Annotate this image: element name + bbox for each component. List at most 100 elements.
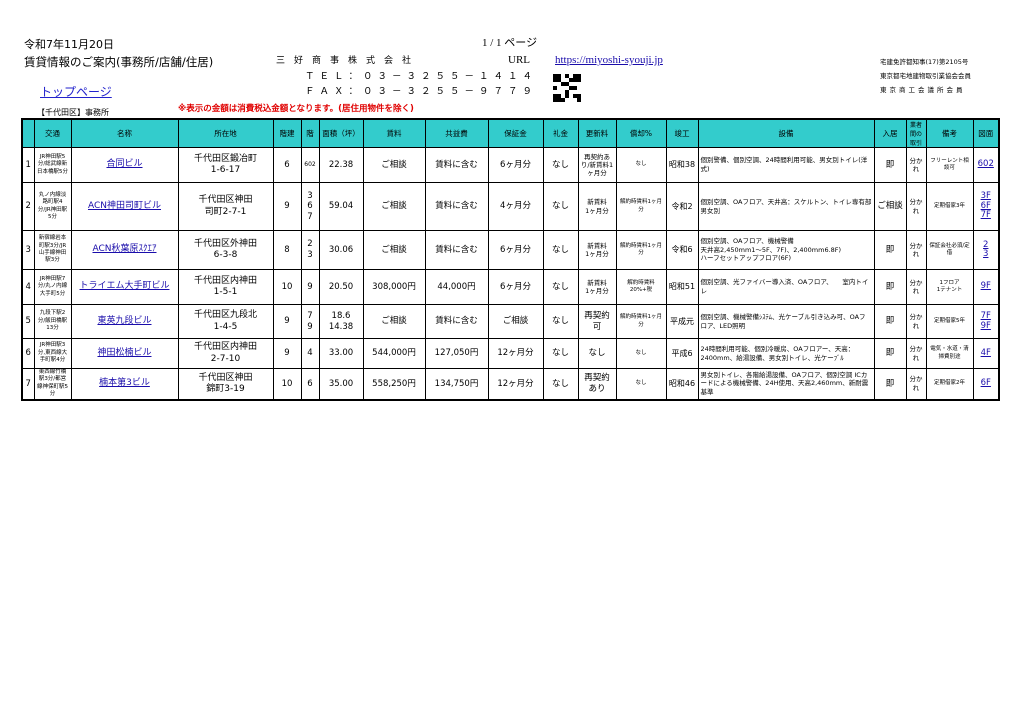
cell-rent: ご相談 [362,147,426,183]
cell-note: フリーレント相談可 [925,147,974,183]
floor-plan-link[interactable]: 6F [980,378,991,389]
cell-equip: 男女別トイレ、各階給湯設備、OAフロア、個別空調 ICカードによる機械警備、24… [697,367,875,401]
cell-stories: 8 [272,230,302,270]
cell-note: 電気・水道・清掃費別途 [925,338,974,369]
cell-access: 丸ノ内線淡路町駅4分/JR神田駅5分 [33,182,72,231]
page-indicator: 1 / 1 ページ [482,37,538,49]
cell-broker: 分かれ [905,304,927,339]
cell-fee: 44,000円 [424,269,489,305]
cell-move: 即 [873,304,907,339]
table-row: 5 九段下駅2分/飯田橋駅13分 東英九段ビル 千代田区九段北 1-4-5 9 7 9 18… [21,304,1000,339]
cell-renewal: なし [577,338,617,369]
cell-built: 令和2 [665,182,699,231]
cell-access: JR神田駅7分/丸ノ内線大手町5分 [33,269,72,305]
column-header: 賃料 [362,118,426,148]
cell-amort: 解約時賃料1ヶ月分 [615,304,667,339]
cell-no: 1 [21,147,35,183]
cell-rent: ご相談 [362,230,426,270]
cell-address: 千代田区内神田 1-5-1 [177,269,274,305]
cell-key: なし [542,269,579,305]
cell-stories: 10 [272,269,302,305]
floor-plan-link[interactable]: 6F [980,200,991,211]
cell-equip: 個別空調、機械警備ｼｽﾃﾑ、光ケーブル引き込み可、OAフロア、LED照明 [697,304,875,339]
floor-plan-link[interactable]: 2 [983,239,989,250]
cell-stories: 6 [272,147,302,183]
cell-built: 昭和51 [665,269,699,305]
floor-plan-link[interactable]: 4F [980,347,991,358]
cell-renewal: 再契約あり/新賃料1ヶ月分 [577,147,617,183]
property-link[interactable]: 東英九段ビル [97,315,152,326]
floor-plan-link[interactable]: 602 [977,159,994,170]
cell-address: 千代田区九段北 1-4-5 [177,304,274,339]
cell-stories: 9 [272,338,302,369]
tel: ＴＥＬ：０３－３２５５－１４１４ [305,71,538,82]
column-header: 共益費 [424,118,489,148]
table-row: 1 JR神田駅5分/総武線新日本橋駅5分 合同ビル 千代田区鍛冶町 1-6-17 6 60… [21,147,1000,183]
cell-broker: 分かれ [905,338,927,369]
floor-plan-link[interactable]: 7F [980,210,991,221]
document-date: 令和7年11月20日 [24,38,114,51]
property-link[interactable]: ACN秋葉原ｽｸｴｱ [92,244,157,255]
property-link[interactable]: トライエム大手町ビル [79,281,170,292]
cell-key: なし [542,304,579,339]
cell-key: なし [542,230,579,270]
cell-no: 2 [21,182,35,231]
cell-address: 千代田区内神田 2-7-10 [177,338,274,369]
column-header: 入居 [873,118,907,148]
column-header: 名称 [70,118,179,148]
column-header: 面積（坪） [318,118,364,148]
cell-floor: 6 [300,367,320,401]
qr-code-icon [553,74,581,102]
property-link[interactable]: 合同ビル [106,159,143,170]
cell-built: 昭和38 [665,147,699,183]
cell-no: 3 [21,230,35,270]
cell-name: ACN秋葉原ｽｸｴｱ [70,230,179,270]
cell-amort: 解約時賃料20%+税 [615,269,667,305]
cell-access: 新宿線岩本町駅3分/JR山手線神田駅3分 [33,230,72,270]
cell-deposit: 12ヶ月分 [487,338,544,369]
table-row: 3 新宿線岩本町駅3分/JR山手線神田駅3分 ACN秋葉原ｽｸｴｱ 千代田区外神田 6… [21,230,1000,270]
cell-no: 7 [21,367,35,401]
cell-fee: 賃料に含む [424,304,489,339]
cell-address: 千代田区鍛冶町 1-6-17 [177,147,274,183]
cell-broker: 分かれ [905,182,927,231]
cell-no: 4 [21,269,35,305]
cell-fee: 127,050円 [424,338,489,369]
cell-plans: 6F [972,367,1000,401]
chamber-membership: 東京商工会議所会員 [880,86,966,94]
cell-amort: 解約時賃料1ヶ月分 [615,230,667,270]
property-link[interactable]: 楠本第3ビル [99,378,150,389]
cell-address: 千代田区外神田 6-3-8 [177,230,274,270]
cell-floor: 4 [300,338,320,369]
cell-note: 定期借家5年 [925,304,974,339]
cell-name: 東英九段ビル [70,304,179,339]
column-header: 償却% [615,118,667,148]
cell-plans: 7F 9F [972,304,1000,339]
cell-name: 楠本第3ビル [70,367,179,401]
floor-plan-link[interactable]: 9F [980,320,991,331]
property-link[interactable]: ACN神田司町ビル [87,200,161,211]
table-row: 4 JR神田駅7分/丸ノ内線大手町5分 トライエム大手町ビル 千代田区内神田 1-5-… [21,269,1000,305]
cell-fee: 134,750円 [424,367,489,401]
cell-floor: 7 9 [300,304,320,339]
column-header: 図面 [972,118,1000,148]
tax-notice: ※表示の金額は消費税込金額となります。(居住用物件を除く) [178,104,414,114]
cell-floor: 2 3 [300,230,320,270]
column-header: 保証金 [487,118,544,148]
floor-plan-link[interactable]: 9F [980,281,991,292]
cell-move: 即 [873,367,907,401]
floor-plan-link[interactable]: 7F [980,311,991,322]
cell-rent: 558,250円 [362,367,426,401]
property-link[interactable]: 神田松楠ビル [97,347,152,358]
website-link[interactable]: https://miyoshi-syouji.jp [555,54,663,66]
cell-rent: ご相談 [362,304,426,339]
cell-access: 九段下駅2分/飯田橋駅13分 [33,304,72,339]
cell-note: 定期借家3年 [925,182,974,231]
cell-name: 神田松楠ビル [70,338,179,369]
floor-plan-link[interactable]: 3F [980,191,991,202]
floor-plan-link[interactable]: 3 [983,249,989,259]
cell-access: JR神田駅3分,東西線大手町駅4分 [33,338,72,369]
top-page-link[interactable]: トップページ [40,85,112,99]
cell-stories: 9 [272,182,302,231]
